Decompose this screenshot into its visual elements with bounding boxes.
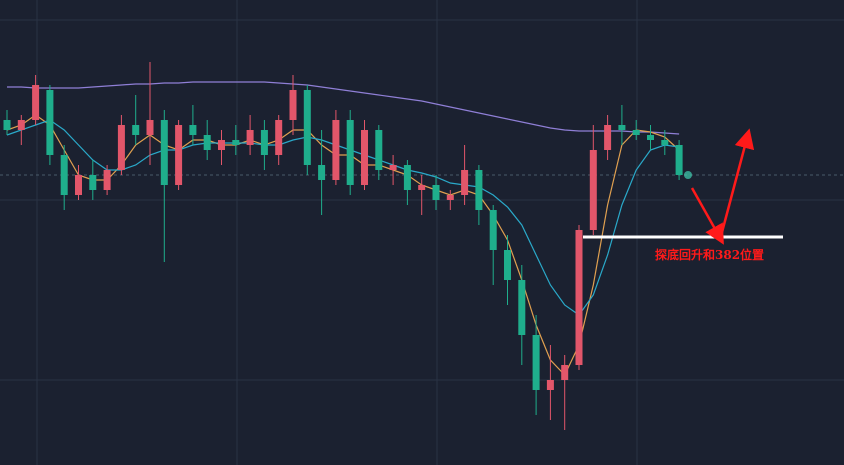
candle-body [618, 125, 626, 130]
candle-body [89, 175, 97, 190]
candle-body [403, 165, 411, 190]
candle-body [332, 120, 340, 180]
candle-body [375, 130, 383, 170]
candle-body [361, 130, 368, 185]
candle-body [675, 145, 683, 175]
candle-body [532, 335, 540, 390]
candle-body [203, 135, 211, 150]
candle-body [146, 120, 154, 135]
candle-body [575, 230, 583, 365]
candle-body [504, 250, 511, 280]
candle-body [218, 140, 225, 150]
candle-body [389, 165, 397, 170]
candle-body [604, 125, 612, 150]
candle-body [561, 365, 569, 380]
candle-body [46, 90, 54, 155]
candle-body [461, 170, 469, 195]
ma-line [7, 81, 680, 135]
candle-body [661, 140, 669, 145]
candle-body [275, 120, 283, 155]
candle-body [260, 130, 268, 155]
marks [3, 62, 683, 430]
candle-body [418, 185, 426, 190]
annotation: 探底回升和382位置 [655, 247, 764, 262]
candle-body [103, 170, 111, 190]
arrow-down [690, 187, 724, 245]
candle-body [446, 195, 454, 200]
candle-body [60, 155, 68, 195]
candle-body [189, 125, 197, 135]
arrow-up [719, 128, 755, 237]
candle-body [518, 280, 526, 335]
candle-body [632, 130, 640, 135]
candle-body [175, 125, 183, 185]
candle-body [546, 380, 554, 390]
last-price-dot [684, 171, 692, 179]
candle-body [289, 90, 297, 120]
candle-body [117, 125, 125, 170]
candle-body [318, 165, 326, 180]
candle-body [17, 120, 25, 130]
candle-body [489, 210, 497, 250]
candle-body [132, 125, 140, 135]
candle-body [246, 130, 254, 145]
candle-body [432, 185, 440, 200]
candle-body [75, 175, 82, 195]
candle-body [232, 140, 240, 145]
candle-body [475, 170, 483, 210]
candle-body [647, 135, 654, 140]
candle-body [32, 85, 40, 120]
candle-body [160, 120, 168, 185]
candle-body [3, 120, 11, 130]
candle-body [303, 90, 311, 165]
candle-body [346, 120, 354, 185]
candle-body [589, 150, 597, 230]
